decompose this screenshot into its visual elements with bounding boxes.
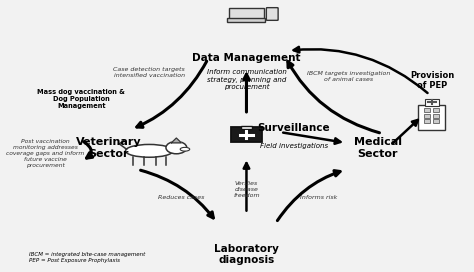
FancyBboxPatch shape bbox=[433, 109, 439, 112]
FancyBboxPatch shape bbox=[266, 8, 278, 20]
Text: Medical
Sector: Medical Sector bbox=[354, 137, 401, 159]
Text: Mass dog vaccination &
Dog Population
Management: Mass dog vaccination & Dog Population Ma… bbox=[37, 89, 125, 109]
Text: Data Management: Data Management bbox=[192, 53, 301, 63]
Text: Laboratory
diagnosis: Laboratory diagnosis bbox=[214, 244, 279, 265]
FancyBboxPatch shape bbox=[433, 114, 439, 118]
FancyBboxPatch shape bbox=[228, 18, 265, 22]
Text: Informs risk: Informs risk bbox=[300, 195, 337, 200]
Text: IBCM targets investigation
of animal cases: IBCM targets investigation of animal cas… bbox=[307, 71, 390, 82]
Text: Veterinary
Sector: Veterinary Sector bbox=[76, 137, 141, 159]
FancyBboxPatch shape bbox=[424, 119, 429, 123]
FancyBboxPatch shape bbox=[424, 109, 429, 112]
Text: Inform communication
strategy, planning and
procurement: Inform communication strategy, planning … bbox=[207, 69, 286, 90]
Polygon shape bbox=[172, 138, 182, 143]
FancyBboxPatch shape bbox=[231, 127, 262, 142]
Text: Post vaccination
monitoring addresses
coverage gaps and inform
future vaccine
pr: Post vaccination monitoring addresses co… bbox=[6, 140, 84, 168]
FancyBboxPatch shape bbox=[419, 105, 446, 130]
FancyBboxPatch shape bbox=[425, 99, 439, 106]
FancyBboxPatch shape bbox=[241, 126, 252, 129]
Text: Surveillance: Surveillance bbox=[258, 123, 330, 133]
Text: Verifies
disease
freedom: Verifies disease freedom bbox=[233, 181, 260, 198]
Ellipse shape bbox=[180, 147, 190, 151]
Text: Reduces cases: Reduces cases bbox=[158, 195, 204, 200]
Text: Provision
of PEP: Provision of PEP bbox=[410, 71, 454, 90]
FancyBboxPatch shape bbox=[229, 8, 264, 20]
FancyBboxPatch shape bbox=[424, 114, 429, 118]
Ellipse shape bbox=[126, 144, 173, 157]
FancyBboxPatch shape bbox=[433, 119, 439, 123]
Text: Case detection targets
intensified vaccination: Case detection targets intensified vacci… bbox=[113, 67, 185, 78]
Circle shape bbox=[166, 141, 187, 154]
Text: IBCM = integrated bite-case management
PEP = Post Exposure Prophylaxis: IBCM = integrated bite-case management P… bbox=[29, 252, 146, 263]
Text: Field investigations: Field investigations bbox=[260, 143, 328, 149]
